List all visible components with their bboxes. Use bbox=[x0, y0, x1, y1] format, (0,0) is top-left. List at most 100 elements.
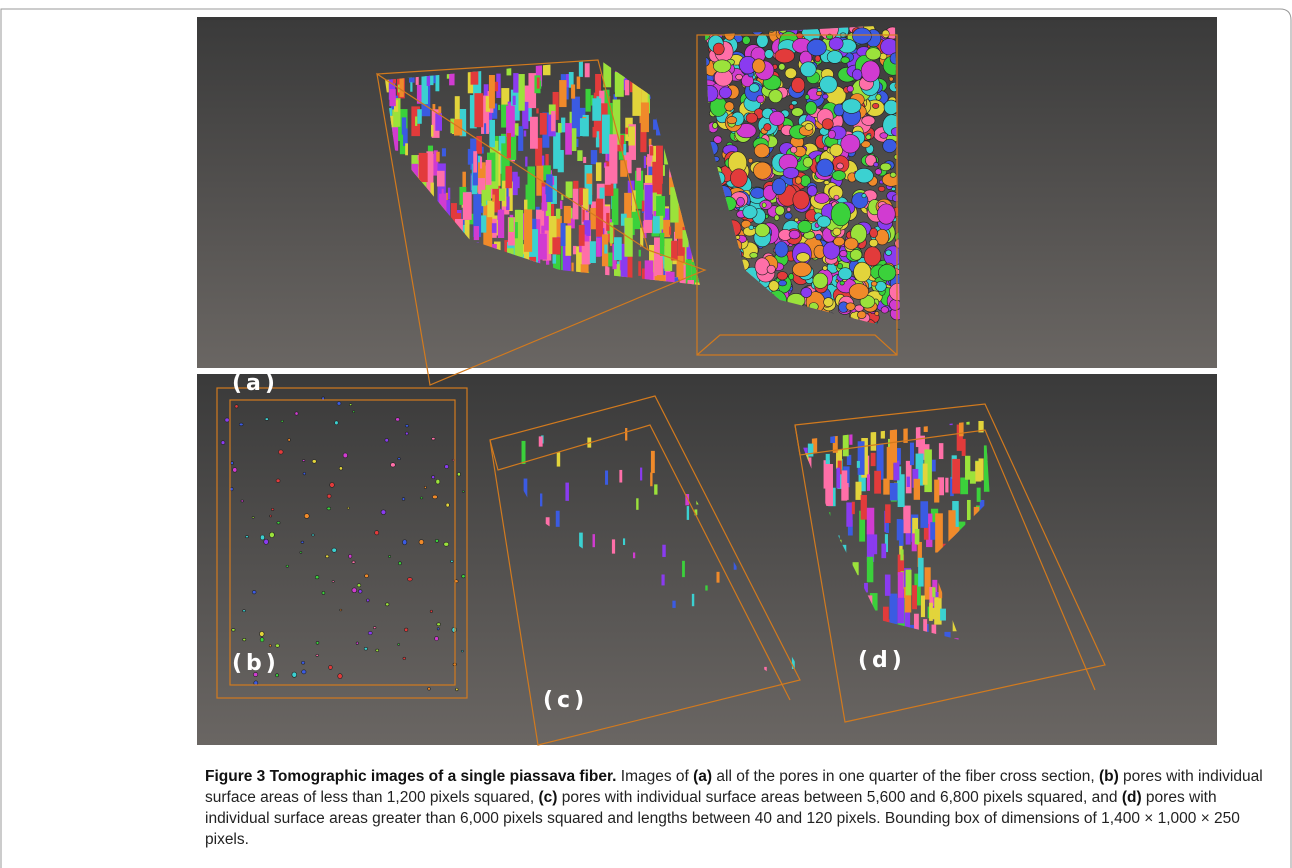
pore bbox=[934, 480, 939, 503]
pore bbox=[260, 638, 264, 642]
pore bbox=[725, 102, 734, 111]
pore bbox=[432, 495, 437, 499]
pore bbox=[536, 108, 538, 113]
pore bbox=[435, 73, 439, 91]
pore bbox=[404, 628, 407, 631]
pore bbox=[762, 203, 766, 208]
pore bbox=[507, 133, 511, 158]
pore bbox=[787, 207, 791, 211]
pore bbox=[837, 163, 844, 169]
panel-label: (a) bbox=[232, 371, 279, 396]
pore bbox=[556, 511, 560, 527]
pore bbox=[669, 227, 671, 235]
pore bbox=[753, 162, 771, 179]
pore bbox=[713, 43, 724, 55]
pore bbox=[402, 540, 406, 545]
pore bbox=[825, 464, 833, 506]
pore bbox=[486, 160, 492, 185]
pore bbox=[586, 89, 591, 112]
pore bbox=[805, 101, 816, 114]
pore bbox=[931, 460, 935, 472]
pore bbox=[388, 555, 390, 557]
pore bbox=[748, 158, 753, 163]
pore bbox=[923, 464, 928, 485]
pore bbox=[428, 687, 431, 690]
pore bbox=[785, 213, 793, 220]
pore bbox=[513, 73, 518, 93]
pore bbox=[880, 163, 891, 171]
pore bbox=[939, 443, 943, 459]
pore bbox=[751, 188, 765, 199]
pore bbox=[410, 82, 412, 92]
pore bbox=[625, 128, 628, 135]
pore bbox=[828, 130, 835, 138]
pore bbox=[878, 264, 896, 281]
pore bbox=[793, 190, 810, 209]
pore bbox=[461, 650, 463, 652]
pore bbox=[432, 476, 435, 479]
pore bbox=[245, 536, 248, 538]
pore bbox=[452, 459, 454, 461]
pore bbox=[898, 572, 904, 600]
pore bbox=[530, 117, 538, 149]
pore bbox=[499, 189, 505, 201]
pore bbox=[907, 477, 910, 487]
pore bbox=[572, 128, 577, 151]
pore bbox=[278, 450, 283, 454]
pore bbox=[842, 99, 861, 114]
pore bbox=[571, 84, 575, 98]
pore bbox=[269, 532, 274, 537]
pore bbox=[596, 238, 600, 257]
pore bbox=[882, 30, 889, 38]
pore bbox=[899, 520, 904, 546]
pore bbox=[742, 36, 750, 44]
pore bbox=[542, 156, 544, 166]
pore bbox=[565, 226, 571, 256]
pore bbox=[915, 529, 920, 544]
pore bbox=[774, 215, 779, 221]
caption-bold-text: Figure 3 Tomographic images of a single … bbox=[205, 768, 616, 785]
pore bbox=[659, 216, 663, 230]
pore bbox=[975, 462, 981, 482]
pore bbox=[749, 84, 759, 93]
pore bbox=[619, 470, 622, 483]
panel-bottom bbox=[197, 374, 1217, 745]
pore bbox=[636, 498, 638, 510]
pore bbox=[779, 280, 787, 286]
pore bbox=[560, 201, 562, 209]
pore bbox=[316, 641, 319, 644]
pore bbox=[890, 299, 901, 310]
pore bbox=[793, 262, 812, 277]
pore bbox=[489, 120, 495, 147]
pore bbox=[552, 253, 556, 264]
pore bbox=[791, 101, 797, 105]
pore bbox=[840, 250, 847, 257]
pore bbox=[881, 544, 886, 559]
pore bbox=[367, 599, 370, 602]
pore bbox=[712, 122, 717, 128]
pore bbox=[375, 531, 379, 535]
pore bbox=[662, 545, 665, 557]
pore bbox=[424, 486, 426, 488]
pore bbox=[910, 443, 914, 466]
pore bbox=[815, 56, 820, 62]
pore bbox=[663, 165, 665, 176]
pore bbox=[480, 156, 482, 168]
pore bbox=[970, 471, 976, 483]
pore bbox=[405, 143, 408, 155]
pore bbox=[487, 201, 494, 218]
pore bbox=[596, 162, 601, 181]
pore bbox=[225, 418, 229, 422]
pore bbox=[846, 502, 852, 526]
pore bbox=[921, 595, 925, 617]
pore bbox=[871, 432, 877, 451]
pore bbox=[295, 412, 298, 415]
pore bbox=[419, 153, 428, 182]
pore bbox=[590, 208, 596, 229]
pore bbox=[436, 152, 439, 162]
pore bbox=[312, 534, 315, 536]
pore bbox=[920, 501, 928, 528]
pore bbox=[870, 228, 878, 238]
pore bbox=[916, 424, 921, 447]
pore bbox=[813, 273, 828, 288]
